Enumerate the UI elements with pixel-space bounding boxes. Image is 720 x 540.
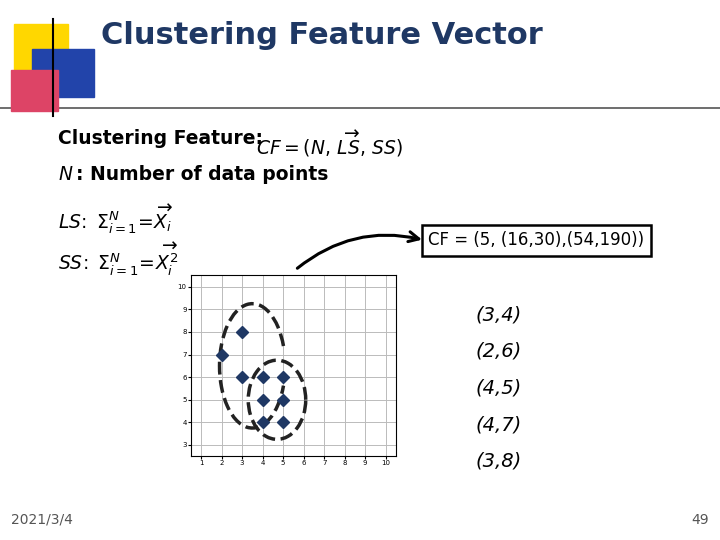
Text: (3,4): (3,4) — [475, 305, 521, 324]
Text: Clustering Feature Vector: Clustering Feature Vector — [101, 21, 543, 50]
Text: 49: 49 — [692, 512, 709, 526]
Bar — [11, 70, 58, 111]
Text: $CF = (N,\,\overrightarrow{LS},\,SS)$: $CF = (N,\,\overrightarrow{LS},\,SS)$ — [256, 129, 403, 159]
Text: (2,6): (2,6) — [475, 342, 521, 361]
Text: $LS\!: \;\Sigma^{N}_{i=1}\!=\!\overrightarrow{X_i}$: $LS\!: \;\Sigma^{N}_{i=1}\!=\!\overright… — [58, 202, 174, 237]
Bar — [14, 24, 68, 78]
Text: $SS\!: \;\Sigma^{N}_{i=1}\!=\!\overrightarrow{X_i^2}$: $SS\!: \;\Sigma^{N}_{i=1}\!=\!\overright… — [58, 240, 178, 278]
Text: (4,5): (4,5) — [475, 379, 521, 397]
Text: $N$: $N$ — [58, 165, 73, 184]
Text: CF = (5, (16,30),(54,190)): CF = (5, (16,30),(54,190)) — [428, 231, 644, 249]
Text: : Number of data points: : Number of data points — [76, 165, 329, 184]
Text: 2021/3/4: 2021/3/4 — [11, 512, 73, 526]
Text: (4,7): (4,7) — [475, 415, 521, 434]
Text: Clustering Feature:: Clustering Feature: — [58, 129, 276, 147]
Bar — [32, 49, 94, 97]
Text: (3,8): (3,8) — [475, 452, 521, 471]
